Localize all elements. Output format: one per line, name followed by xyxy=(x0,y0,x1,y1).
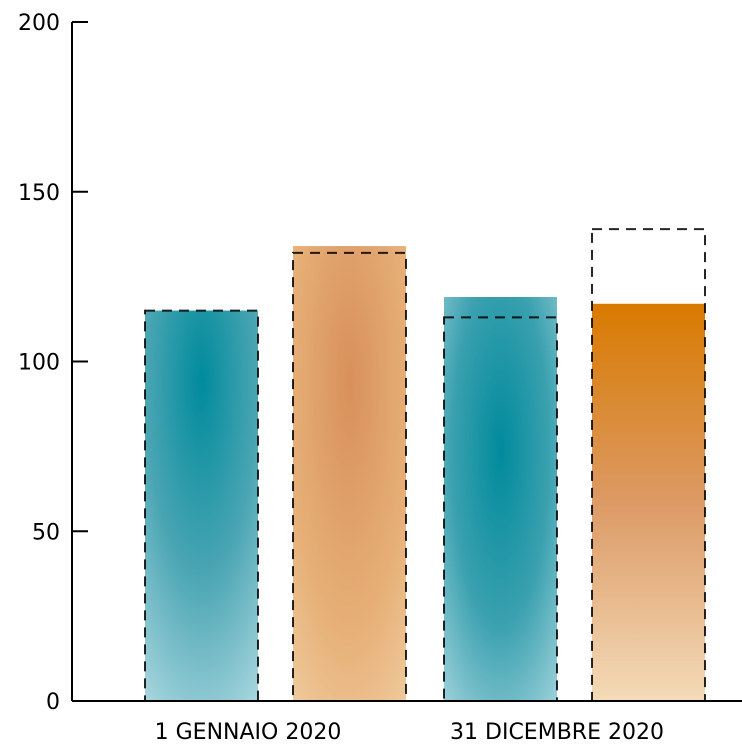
y-tick-label-1: 50 xyxy=(32,520,60,545)
bar-2-1 xyxy=(444,296,557,701)
reference-outline-2-2 xyxy=(591,228,706,702)
x-category-label-2: 31 DICEMBRE 2020 xyxy=(450,720,664,745)
bar-1-1 xyxy=(145,310,258,701)
y-tick-label-4: 200 xyxy=(18,11,60,36)
x-category-label-1: 1 GENNAIO 2020 xyxy=(155,720,342,745)
reference-outline-1-1 xyxy=(144,309,259,702)
bar-2-2 xyxy=(592,303,705,701)
bars-group xyxy=(145,246,705,701)
y-tick-label-0: 0 xyxy=(46,690,60,715)
y-axis-ticks: 0 50 100 150 200 xyxy=(18,11,88,715)
y-tick-label-3: 150 xyxy=(18,181,60,206)
x-axis-labels: 1 GENNAIO 2020 31 DICEMBRE 2020 xyxy=(155,720,664,745)
bar-1-2 xyxy=(293,246,406,701)
y-tick-label-2: 100 xyxy=(18,351,60,376)
